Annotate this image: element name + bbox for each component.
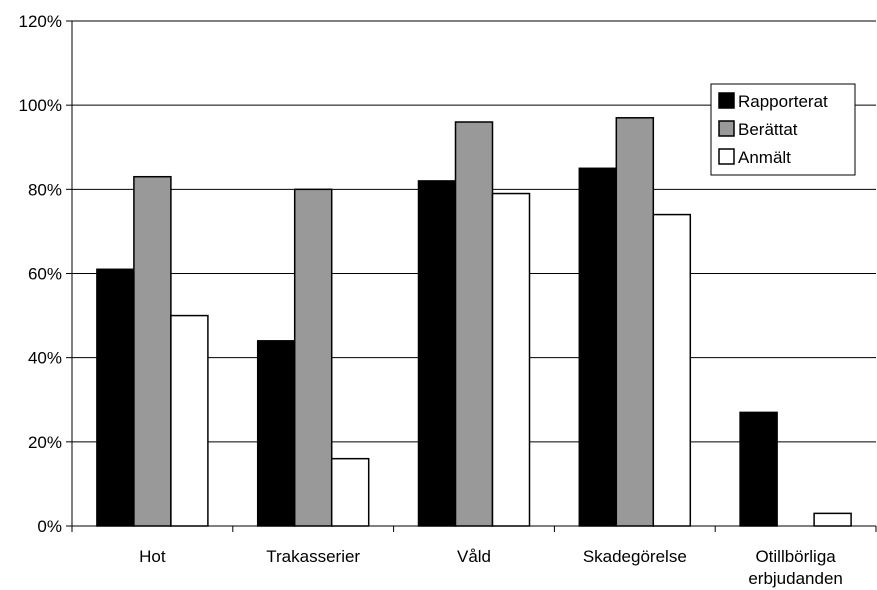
x-tick-labels: Hot Trakasserier Våld Skadegörelse Otillbörl… [139, 547, 843, 588]
x-tick-label: Skadegörelse [583, 547, 687, 566]
bar-anmält [330, 457, 370, 527]
y-tick-label: 80% [28, 180, 62, 199]
x-tick-label: Otillbörliga [755, 547, 836, 566]
bar-berättat [615, 117, 655, 527]
bar-anmält [170, 314, 209, 527]
y-tick-labels: 0% 20% 40% 60% 80% 100% 120% [19, 12, 62, 536]
bar-anmält [652, 213, 692, 527]
y-tick-label: 20% [28, 433, 62, 452]
y-tick-label: 40% [28, 349, 62, 368]
legend-swatch [718, 92, 735, 109]
legend-label: Berättat [738, 120, 798, 139]
bar-rapporterat [417, 180, 457, 527]
bar-anmält [813, 512, 852, 527]
legend-swatch [718, 148, 735, 165]
bar-rapporterat [578, 167, 618, 527]
bar-rapporterat [96, 268, 135, 527]
legend-label: Rapporterat [738, 92, 828, 111]
bar-berättat [293, 188, 333, 527]
bar-rapporterat [739, 411, 778, 527]
legend: Rapporterat Berättat Anmält [710, 83, 856, 176]
bars [96, 117, 852, 527]
y-tick-label: 100% [19, 96, 62, 115]
y-tick-label: 0% [37, 517, 62, 536]
bar-berättat [133, 175, 172, 527]
x-tick-label: Hot [139, 547, 166, 566]
bar-berättat [454, 121, 494, 527]
x-tick-label: erbjudanden [748, 569, 843, 588]
x-tick-label: Våld [457, 547, 491, 566]
y-tick-label: 120% [19, 12, 62, 31]
bar-rapporterat [256, 340, 296, 527]
x-tick-label: Trakasserier [266, 547, 360, 566]
legend-box [710, 83, 856, 176]
y-tick-label: 60% [28, 265, 62, 284]
legend-swatch [718, 120, 735, 137]
axes [66, 20, 877, 532]
bar-anmält [491, 192, 531, 527]
legend-label: Anmält [738, 148, 791, 167]
